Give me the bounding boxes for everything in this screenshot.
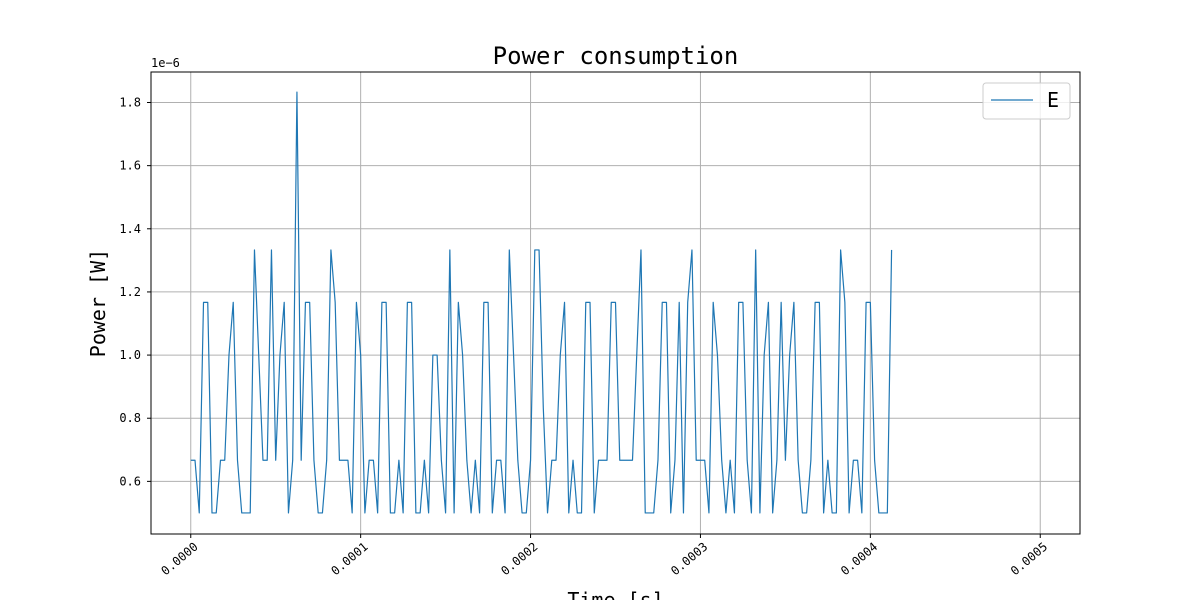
y-tick-label: 1.0 [119, 348, 141, 362]
x-axis-label: Time [s] [567, 588, 663, 600]
y-tick-label: 1.2 [119, 285, 141, 299]
y-tick-label: 1.8 [119, 95, 141, 109]
legend-box [982, 82, 1071, 120]
y-tick-label: 0.6 [119, 474, 141, 488]
chart-title: Power consumption [493, 42, 739, 70]
y-tick-label: 0.8 [119, 411, 141, 425]
y-axis-label: Power [W] [86, 249, 110, 357]
y-tick-label: 1.6 [119, 159, 141, 173]
plot-area [190, 91, 893, 514]
series-line-e [190, 91, 893, 514]
legend-label-e: E [1047, 88, 1059, 112]
y-multiplier-label: 1e−6 [151, 56, 180, 70]
legend: E [982, 82, 1071, 120]
y-tick-label: 1.4 [119, 222, 141, 236]
axes-frame [150, 71, 1081, 535]
grid [151, 72, 1080, 534]
